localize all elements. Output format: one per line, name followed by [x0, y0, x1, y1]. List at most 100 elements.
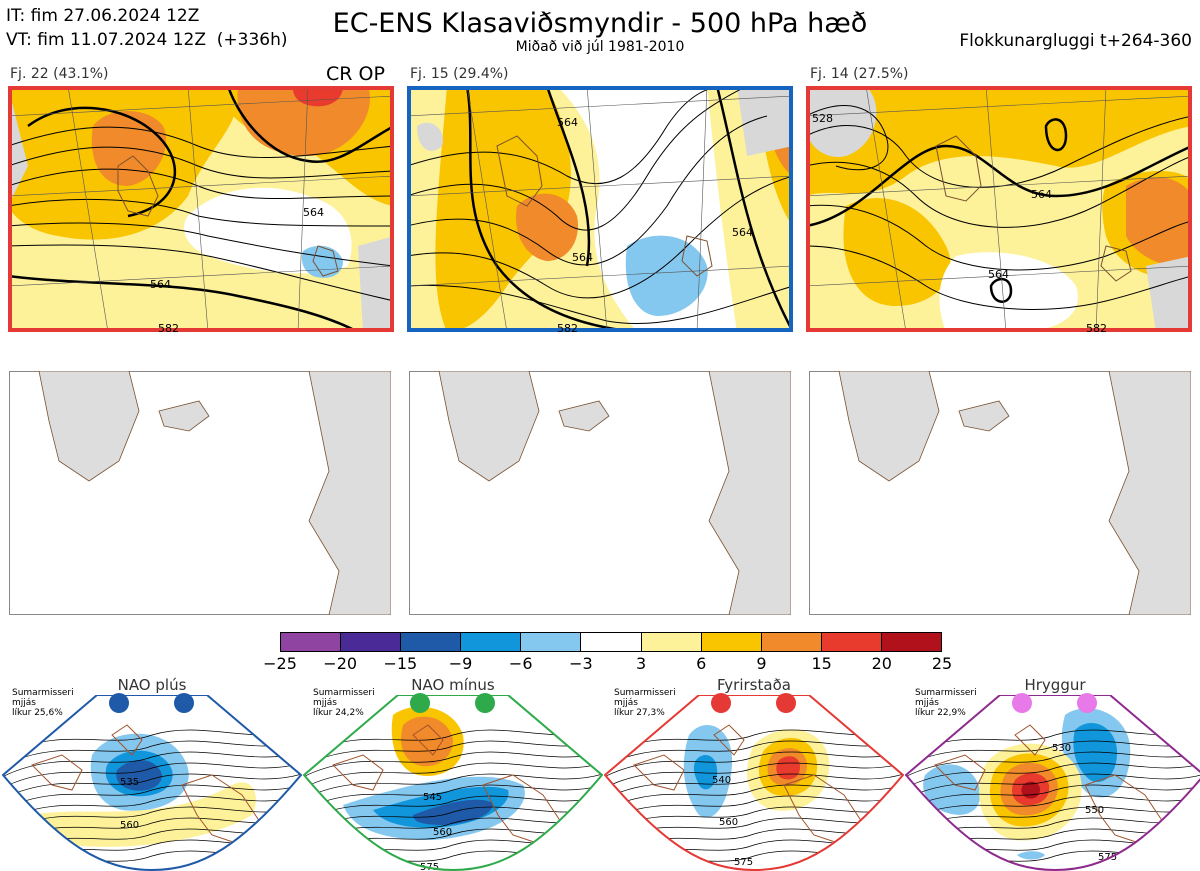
contour-label: 564: [732, 226, 753, 239]
land-mask: [11, 98, 28, 200]
height-contour: [906, 740, 1200, 767]
land-mask: [809, 89, 877, 157]
height-contour: [3, 806, 301, 833]
contour-label: 564: [150, 278, 171, 291]
colorbar-tick-label: 9: [756, 654, 767, 673]
iceland-land: [558, 400, 610, 432]
cluster-3-map[interactable]: 528 564 564 582: [806, 86, 1192, 332]
europe-land: [1108, 371, 1191, 615]
anomaly-minus3to6-area: [625, 235, 708, 316]
anomaly-15to20-area: [292, 89, 343, 107]
colorbar-swatch: [341, 633, 402, 651]
empty-map-2: [409, 371, 791, 615]
height-contour: [906, 784, 1200, 811]
regime-frame: [604, 695, 904, 871]
contour-label: 540: [712, 775, 731, 786]
anomaly-area: [923, 764, 981, 815]
europe-land: [308, 371, 391, 615]
height-contour: [605, 773, 903, 800]
colorbar-tick-label: −9: [448, 654, 473, 673]
height-contour: [3, 740, 301, 767]
height-contour: [3, 784, 301, 811]
contour-label: 575: [420, 862, 439, 871]
greenland-land: [438, 371, 540, 482]
anomaly-minus3to6-area: [301, 245, 343, 278]
regime-frame: [905, 695, 1200, 871]
europe-land: [708, 371, 791, 615]
height-contour: [3, 795, 301, 822]
contour-label: 575: [734, 857, 753, 868]
height-contour: [906, 795, 1200, 822]
height-contour: [304, 751, 602, 778]
regime-marker-dot: [109, 693, 129, 713]
contour-label: 582: [1086, 322, 1107, 332]
iceland-land: [958, 400, 1010, 432]
regime-map-4: 530 550 575: [905, 695, 1200, 871]
anomaly-area: [401, 716, 453, 767]
anomaly-area: [693, 755, 718, 790]
colorbar-tick-label: −15: [383, 654, 418, 673]
cluster-1-frame: [8, 86, 394, 332]
contour-label: 564: [1031, 188, 1052, 201]
anomaly-area: [776, 756, 800, 780]
colorbar-swatch: [641, 633, 702, 651]
colorbar-swatch: [461, 633, 522, 651]
land-mask: [358, 236, 391, 329]
anomaly-9to15-area: [237, 89, 370, 156]
anomaly-area: [1073, 722, 1118, 782]
page-title: EC-ENS Klasaviðsmyndir - 500 hPa hæð: [332, 8, 868, 39]
cluster-2-map[interactable]: 564 564 564 582: [407, 86, 793, 332]
land-mask: [737, 89, 790, 156]
height-contour: [304, 762, 602, 789]
regime-title: Hryggur: [1024, 676, 1086, 694]
contour-label: 582: [557, 322, 578, 332]
contour-label: 582: [158, 322, 179, 332]
colorbar-tick-label: −6: [508, 654, 533, 673]
height-contour: [304, 740, 602, 767]
colorbar-swatch: [821, 633, 882, 651]
anomaly-area: [116, 759, 162, 791]
contour-label: 564: [988, 268, 1009, 281]
valid-time: VT: fim 11.07.2024 12Z (+336h): [6, 30, 288, 50]
colorbar-swatch: [521, 633, 582, 651]
height-contour: [605, 751, 903, 778]
anomaly-area: [1017, 851, 1045, 860]
colorbar-tick-label: 6: [696, 654, 707, 673]
greenland-land: [38, 371, 140, 482]
regime-note: Sumarmisseri mjjás líkur 25,6%: [12, 688, 74, 718]
regime-marker-dot: [711, 693, 731, 713]
regime-note: Sumarmisseri mjjás líkur 22,9%: [915, 688, 977, 718]
anomaly-6to9-area: [809, 89, 1189, 196]
colorbar-swatch: [281, 633, 342, 651]
anomaly-9to15-area: [1126, 177, 1189, 267]
height-contour: [605, 795, 903, 822]
cluster-3-frame: [806, 86, 1192, 332]
colorbar-tick-label: −20: [323, 654, 358, 673]
regime-title: NAO plús: [117, 676, 187, 694]
contour-label: 545: [423, 792, 442, 803]
height-contour: [304, 784, 602, 811]
height-contour: [906, 751, 1200, 778]
colorbar-tick-label: 25: [931, 654, 953, 673]
contour-label: 535: [120, 777, 139, 788]
cluster-3-label: Fj. 14 (27.5%): [810, 66, 909, 82]
colorbar-tick-label: 3: [635, 654, 647, 673]
colorbar-swatch: [881, 633, 942, 651]
height-contour: [605, 806, 903, 833]
regime-note: Sumarmisseri mjjás líkur 24,2%: [313, 688, 375, 718]
empty-map-1: [9, 371, 391, 615]
cluster-1-map[interactable]: 564 564 582: [8, 86, 394, 332]
contour-label: 564: [557, 116, 578, 129]
colorbar-swatch: [581, 633, 642, 651]
regime-marker-dot: [1077, 693, 1097, 713]
cluster-1-label: Fj. 22 (43.1%): [10, 66, 109, 82]
contour-label: 550: [1085, 805, 1104, 816]
contour-label: 560: [719, 817, 738, 828]
colorbar: [280, 632, 942, 652]
regime-map-2: 545 560 575: [303, 695, 603, 871]
regime-map-1: 535 560: [2, 695, 302, 871]
contour-label: 564: [572, 251, 593, 264]
regime-note: Sumarmisseri mjjás líkur 27,3%: [614, 688, 676, 718]
page-subtitle: Miðað við júl 1981-2010: [515, 39, 685, 55]
height-contour: [304, 806, 602, 833]
